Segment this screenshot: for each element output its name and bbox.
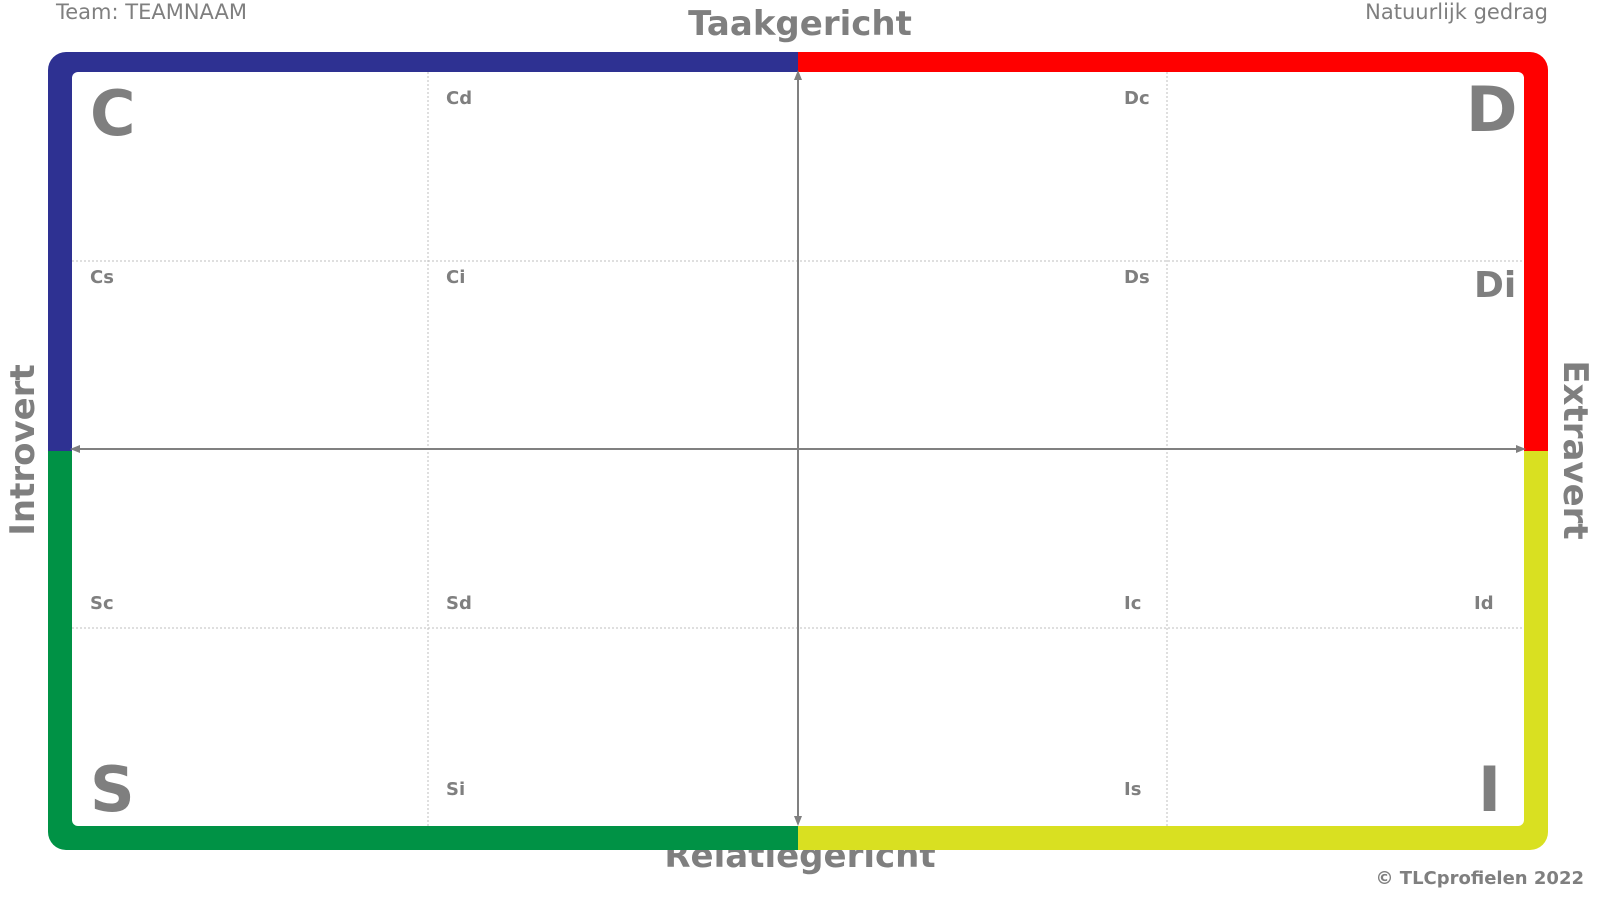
arrow-right-icon bbox=[1516, 445, 1526, 453]
quadrant-letter-d: D bbox=[1466, 73, 1518, 146]
cell-label-cs: Cs bbox=[90, 267, 114, 288]
cell-label-si: Si bbox=[446, 779, 466, 800]
team-name-label: Team: TEAMNAAM bbox=[56, 0, 247, 24]
behavior-mode-label: Natuurlijk gedrag bbox=[1365, 0, 1548, 24]
cell-label-sc: Sc bbox=[90, 593, 114, 614]
cell-label-ds: Ds bbox=[1124, 267, 1150, 288]
arrow-left-icon bbox=[70, 445, 80, 453]
cell-label-sd: Sd bbox=[446, 593, 472, 614]
cell-label-di: Di bbox=[1474, 265, 1517, 306]
arrow-up-icon bbox=[794, 70, 802, 80]
cell-label-ci: Ci bbox=[446, 267, 466, 288]
cell-label-id: Id bbox=[1474, 593, 1494, 614]
cell-label-dc: Dc bbox=[1124, 88, 1150, 109]
copyright-label: © TLCprofielen 2022 bbox=[1375, 868, 1584, 889]
quadrant-letter-i: I bbox=[1478, 753, 1502, 826]
quadrant-letter-s: S bbox=[90, 753, 135, 826]
cell-label-is: Is bbox=[1124, 779, 1142, 800]
quadrant-letter-c: C bbox=[90, 77, 136, 150]
cell-label-ic: Ic bbox=[1124, 593, 1142, 614]
arrow-down-icon bbox=[794, 816, 802, 826]
axis-label-top: Taakgericht bbox=[688, 4, 912, 44]
cell-label-cd: Cd bbox=[446, 88, 473, 109]
